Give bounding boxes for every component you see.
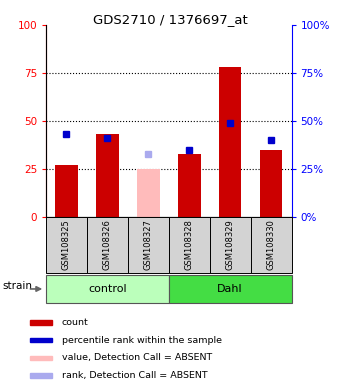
- Text: value, Detection Call = ABSENT: value, Detection Call = ABSENT: [62, 353, 212, 362]
- Text: GSM108329: GSM108329: [226, 219, 235, 270]
- Bar: [55, 165, 78, 217]
- Bar: [46, 275, 169, 303]
- Text: GSM108330: GSM108330: [267, 219, 276, 270]
- Text: count: count: [62, 318, 89, 327]
- Bar: [96, 134, 119, 217]
- Bar: [260, 150, 282, 217]
- Bar: [210, 217, 251, 273]
- Text: GSM108326: GSM108326: [103, 219, 112, 270]
- Bar: [251, 217, 292, 273]
- Text: GSM108328: GSM108328: [185, 219, 194, 270]
- Bar: [219, 67, 241, 217]
- Bar: [30, 373, 52, 378]
- Bar: [178, 154, 201, 217]
- Bar: [46, 217, 87, 273]
- Bar: [87, 217, 128, 273]
- Bar: [30, 338, 52, 343]
- Text: strain: strain: [2, 280, 32, 291]
- Bar: [137, 169, 160, 217]
- Text: percentile rank within the sample: percentile rank within the sample: [62, 336, 222, 345]
- Text: control: control: [88, 284, 127, 294]
- Text: GSM108325: GSM108325: [62, 219, 71, 270]
- Bar: [128, 217, 169, 273]
- Bar: [169, 217, 210, 273]
- Bar: [30, 356, 52, 360]
- Text: GDS2710 / 1376697_at: GDS2710 / 1376697_at: [93, 13, 248, 26]
- Bar: [169, 275, 292, 303]
- Text: rank, Detection Call = ABSENT: rank, Detection Call = ABSENT: [62, 371, 208, 380]
- Bar: [30, 320, 52, 324]
- Text: Dahl: Dahl: [217, 284, 243, 294]
- Text: GSM108327: GSM108327: [144, 219, 153, 270]
